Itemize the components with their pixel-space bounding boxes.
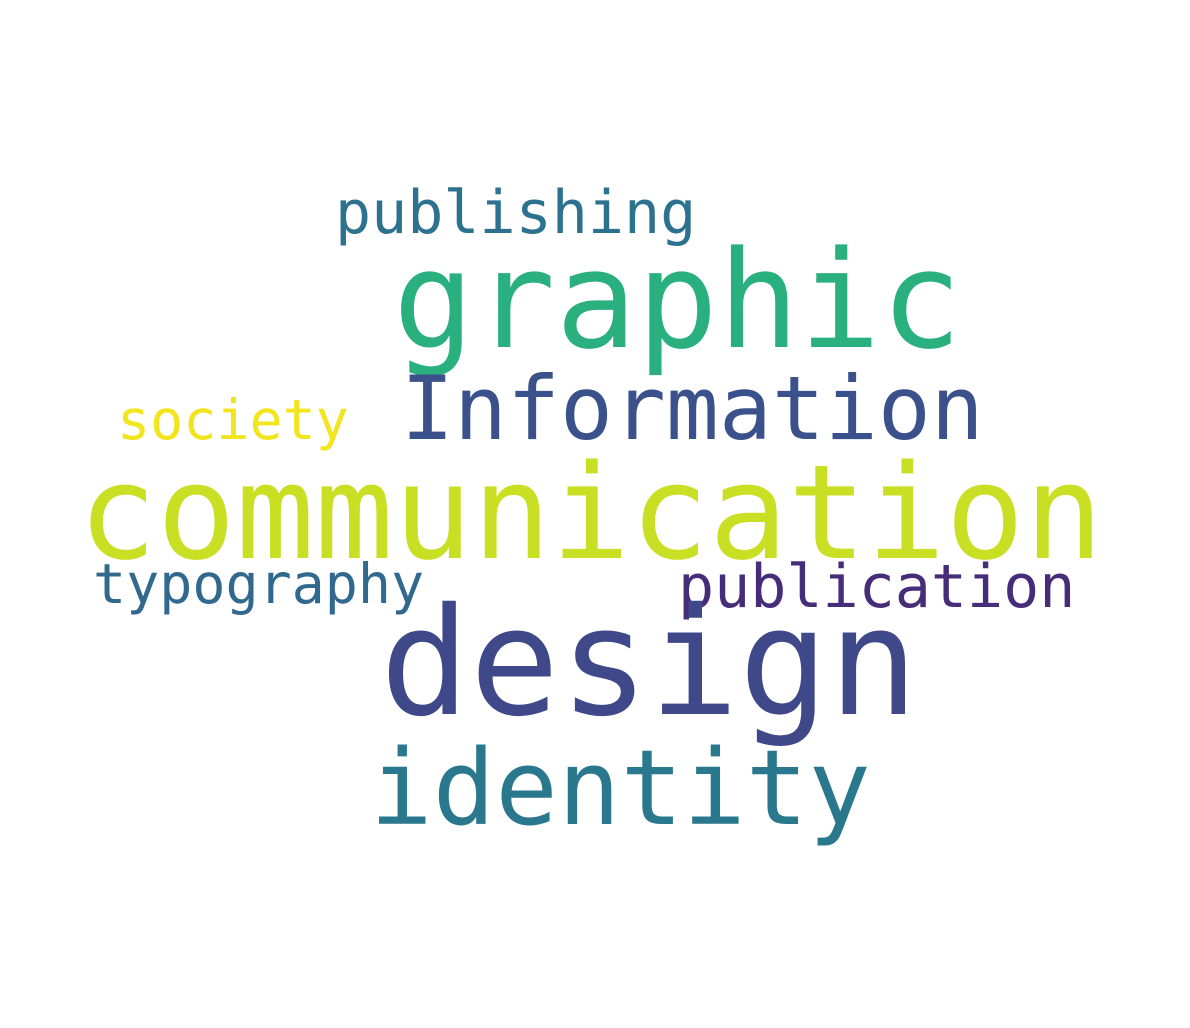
word-communication: communication (78, 436, 1104, 589)
word-information: Information (401, 357, 984, 460)
word-graphic: graphic (393, 222, 962, 379)
word-identity: identity (370, 727, 871, 849)
word-publication: publication (678, 552, 1076, 622)
word-typography: typography (93, 552, 425, 616)
word-design: design (380, 577, 919, 750)
word-society: society (117, 388, 349, 452)
word-publishing: publishing (335, 178, 697, 248)
